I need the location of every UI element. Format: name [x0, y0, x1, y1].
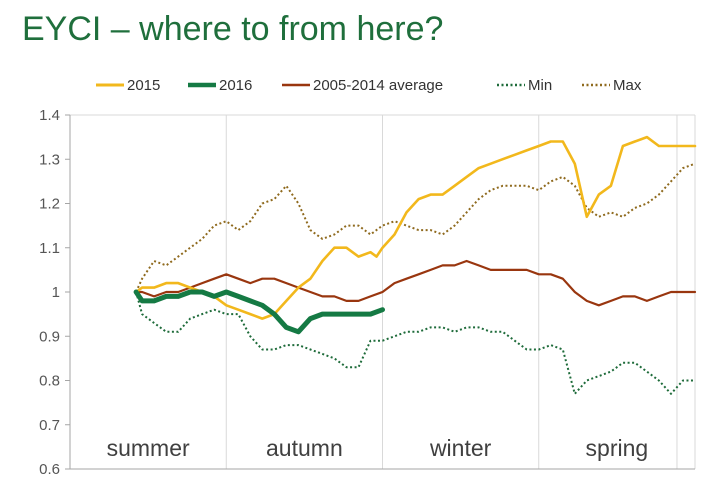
series-line-s2015	[134, 135, 697, 320]
series-layer	[133, 135, 697, 395]
y-tick-label: 0.8	[39, 373, 60, 390]
season-label-autumn: autumn	[266, 435, 343, 461]
y-tick-label: 0.7	[39, 417, 60, 434]
y-tick-label: 0.6	[39, 461, 60, 478]
legend-label-min: Min	[528, 77, 552, 94]
season-label-spring: spring	[586, 435, 649, 461]
series-line-avg	[135, 259, 697, 307]
legend-label-s2015: 2015	[127, 77, 160, 94]
legend-label-s2016: 2016	[219, 77, 252, 94]
y-tick-label: 0.9	[39, 328, 60, 345]
y-tick-label: 1.2	[39, 196, 60, 213]
y-tick-label: 1	[52, 284, 60, 301]
legend-label-max: Max	[613, 77, 642, 94]
y-tick-label: 1.1	[39, 240, 60, 257]
season-label-summer: summer	[107, 435, 190, 461]
series-line-min	[135, 291, 695, 395]
axis-layer: summer autumn winter spring 0.6 0.7 0.8 0.9 1 1.1…	[39, 107, 695, 478]
y-tick-label: 1.3	[39, 151, 60, 168]
series-line-max	[135, 162, 696, 293]
y-tick-label: 1.4	[39, 107, 60, 124]
legend: 2015 2016 2005-2014 average Min Max	[96, 77, 642, 94]
series-line-s2016	[133, 289, 385, 335]
legend-label-avg: 2005-2014 average	[313, 77, 443, 94]
season-label-winter: winter	[429, 435, 492, 461]
chart-title: EYCI – where to from here?	[22, 10, 444, 48]
